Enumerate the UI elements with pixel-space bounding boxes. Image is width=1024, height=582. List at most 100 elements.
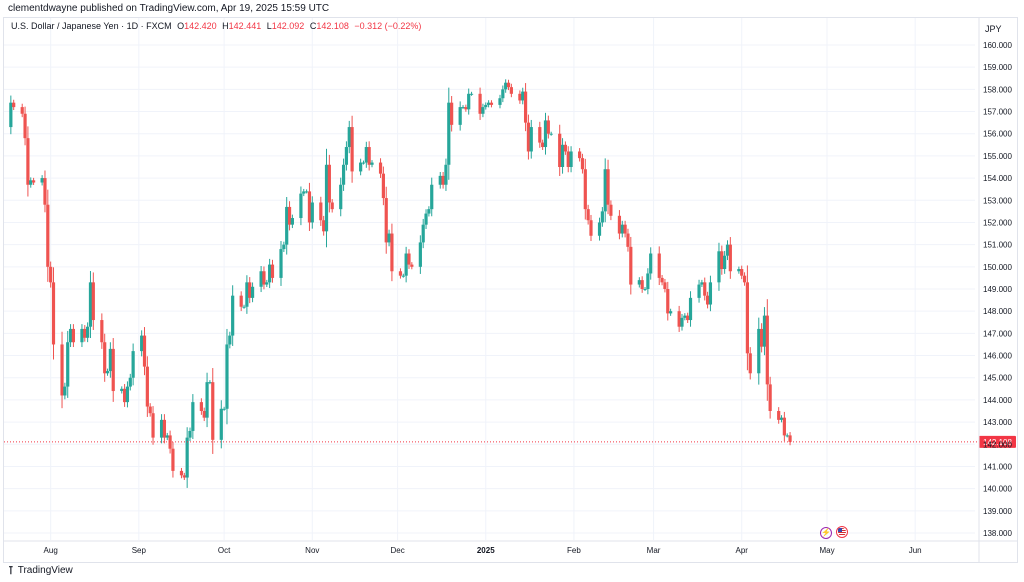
- candle-body: [518, 93, 522, 101]
- candle-body: [609, 204, 613, 216]
- open-value: 142.420: [184, 21, 217, 31]
- candle: [404, 246, 408, 283]
- price-tick-label: 152.000: [983, 218, 1012, 227]
- candle-body: [404, 253, 408, 276]
- candle: [464, 104, 468, 112]
- candle-body: [427, 209, 431, 214]
- candle: [506, 79, 511, 91]
- lightning-icon[interactable]: ⚡: [820, 527, 832, 539]
- candle-body: [364, 147, 368, 163]
- candle: [458, 101, 462, 131]
- candle-body: [367, 147, 371, 165]
- time-tick-label: Dec: [390, 546, 404, 555]
- candle: [205, 372, 209, 428]
- candle-body: [287, 206, 292, 225]
- candle-body: [208, 382, 212, 384]
- candle: [29, 177, 33, 188]
- currency-label: JPY: [985, 24, 1002, 34]
- candle: [504, 79, 508, 93]
- candle-body: [31, 180, 36, 183]
- price-tick-label: 143.000: [983, 418, 1012, 427]
- candle: [128, 373, 132, 391]
- candle: [268, 258, 272, 289]
- tradingview-logo[interactable]: ⊺ TradingView: [8, 564, 73, 577]
- candle: [546, 115, 550, 139]
- candle-body: [378, 162, 383, 174]
- candle: [43, 170, 47, 213]
- price-tick-label: 153.000: [983, 196, 1012, 205]
- candle-body: [145, 366, 149, 407]
- candle: [290, 214, 294, 229]
- candle: [646, 268, 650, 295]
- candle-body: [219, 408, 223, 440]
- candle-body: [637, 280, 641, 285]
- candle-body: [643, 289, 647, 290]
- candle: [103, 333, 107, 382]
- candle: [523, 83, 528, 132]
- candle: [381, 166, 385, 206]
- candle-body: [100, 320, 104, 343]
- price-tick-label: 144.000: [983, 396, 1012, 405]
- candle: [603, 158, 607, 223]
- candle-body: [441, 175, 445, 185]
- candle-body: [629, 246, 633, 285]
- candle-body: [461, 107, 465, 109]
- candle-body: [398, 271, 403, 276]
- candle: [705, 291, 710, 309]
- candle-body: [543, 120, 548, 148]
- candle: [285, 197, 289, 255]
- price-tick-label: 145.000: [983, 374, 1012, 383]
- candle-body: [700, 282, 704, 285]
- candle: [785, 433, 789, 438]
- candle: [697, 279, 701, 303]
- candle: [305, 189, 309, 194]
- candle-body: [120, 388, 124, 392]
- candle: [700, 279, 704, 288]
- us-flag-icon[interactable]: [836, 526, 848, 538]
- candle: [40, 175, 44, 186]
- candle: [526, 114, 531, 160]
- candle-body: [63, 386, 67, 396]
- candle-body: [148, 406, 152, 414]
- candle: [245, 275, 249, 314]
- candle-body: [359, 162, 363, 172]
- candle: [398, 268, 403, 279]
- candle: [663, 278, 667, 293]
- time-tick-label: Jun: [909, 546, 922, 555]
- candle: [270, 259, 275, 283]
- candle-body: [270, 264, 275, 278]
- candle: [703, 277, 707, 301]
- candle-body: [523, 91, 528, 123]
- price-tick-label: 159.000: [983, 63, 1012, 72]
- candle: [728, 237, 732, 279]
- candle-body: [182, 475, 186, 478]
- candle: [370, 160, 374, 168]
- candle: [68, 324, 73, 348]
- candle: [509, 83, 513, 98]
- candle: [367, 141, 371, 171]
- candle-body: [222, 408, 226, 410]
- candle: [643, 287, 647, 291]
- candle: [438, 172, 442, 189]
- candle: [597, 217, 602, 241]
- candle-body: [669, 311, 673, 314]
- candle-body: [703, 282, 707, 296]
- candle-body: [49, 266, 53, 283]
- candle: [239, 291, 243, 312]
- candle: [444, 158, 448, 191]
- candle-body: [742, 275, 747, 283]
- candle-body: [728, 244, 732, 272]
- candle-body: [268, 264, 272, 283]
- candle-body: [768, 384, 772, 411]
- candle: [51, 267, 56, 360]
- candle-body: [606, 169, 610, 205]
- candle: [538, 121, 542, 148]
- candle-body: [310, 202, 314, 223]
- candle-body: [341, 164, 346, 185]
- high-value: 142.441: [228, 21, 262, 31]
- candle: [782, 411, 786, 442]
- candle: [120, 386, 124, 394]
- candle-body: [159, 419, 164, 438]
- candle: [686, 312, 690, 323]
